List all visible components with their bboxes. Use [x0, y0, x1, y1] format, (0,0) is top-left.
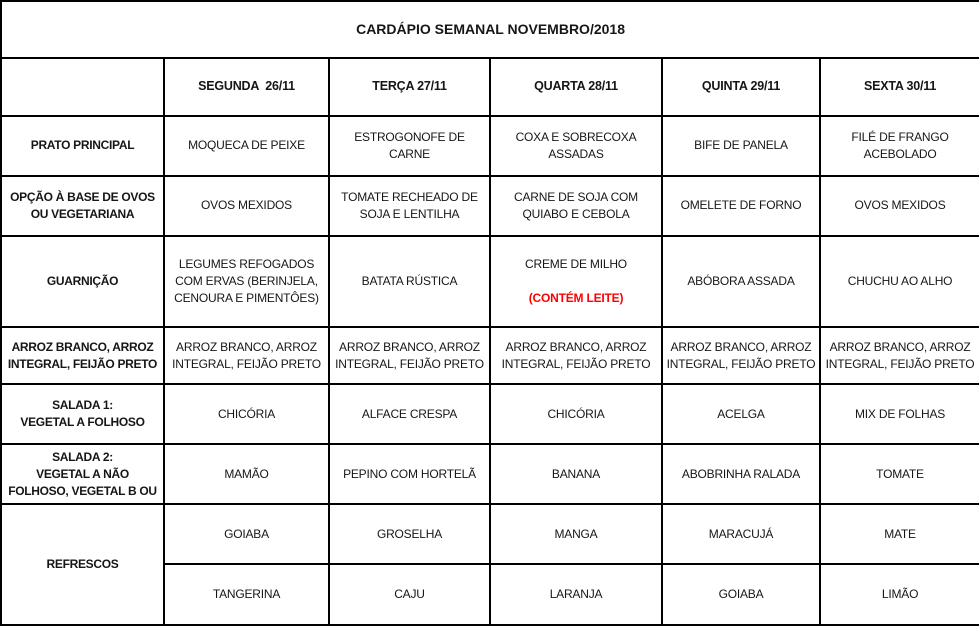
row-label-prato-principal: PRATO PRINCIPAL [0, 115, 165, 177]
cell-salada2-quarta: BANANA [489, 443, 663, 506]
row-label-salada-2: SALADA 2: VEGETAL A NÃO FOLHOSO, VEGETAL… [0, 443, 165, 506]
cell-salada1-segunda: CHICÓRIA [163, 383, 330, 446]
row-arroz-feijao: ARROZ BRANCO, ARROZ INTEGRAL, FEIJÃO PRE… [0, 326, 979, 386]
cell-refresco1-segunda: GOIABA [163, 503, 330, 566]
cell-opcao-segunda: OVOS MEXIDOS [163, 175, 330, 237]
cell-salada1-terca: ALFACE CRESPA [328, 383, 491, 446]
cell-opcao-sexta: OVOS MEXIDOS [818, 175, 979, 237]
cell-prato-segunda: MOQUECA DE PEIXE [163, 115, 330, 177]
cell-refresco2-quarta: LARANJA [489, 563, 663, 626]
row-label-refrescos: REFRESCOS [0, 503, 165, 626]
cell-prato-quinta: BIFE DE PANELA [661, 115, 821, 177]
cell-guarnicao-segunda: LEGUMES REFOGADOS COM ERVAS (BERINJELA, … [163, 234, 330, 329]
cell-guarnicao-terca: BATATA RÚSTICA [328, 234, 491, 329]
cell-opcao-terca: TOMATE RECHEADO DE SOJA E LENTILHA [328, 175, 491, 237]
row-label-guarnicao: GUARNIÇÃO [0, 234, 165, 329]
row-guarnicao: GUARNIÇÃO LEGUMES REFOGADOS COM ERVAS (B… [0, 234, 979, 329]
cell-arroz-segunda: ARROZ BRANCO, ARROZ INTEGRAL, FEIJÃO PRE… [163, 326, 330, 386]
cell-arroz-quinta: ARROZ BRANCO, ARROZ INTEGRAL, FEIJÃO PRE… [661, 326, 821, 386]
row-label-opcao: OPÇÃO À BASE DE OVOS OU VEGETARIANA [0, 175, 165, 237]
row-salada-1: SALADA 1: VEGETAL A FOLHOSO CHICÓRIA ALF… [0, 383, 979, 446]
guarnicao-quarta-text: CREME DE MILHO [525, 257, 627, 272]
cell-salada2-terca: PEPINO COM HORTELÃ [328, 443, 491, 506]
header-segunda: SEGUNDA 26/11 [163, 57, 330, 117]
header-quarta: QUARTA 28/11 [489, 57, 663, 117]
header-sexta: SEXTA 30/11 [818, 57, 979, 117]
title-row: CARDÁPIO SEMANAL NOVEMBRO/2018 [0, 0, 979, 59]
empty-corner-cell [0, 57, 165, 117]
row-refrescos-1: REFRESCOS GOIABA GROSELHA MANGA MARACUJÁ… [0, 503, 979, 626]
cell-refresco1-quinta: MARACUJÁ [661, 503, 821, 566]
header-row: SEGUNDA 26/11 TERÇA 27/11 QUARTA 28/11 Q… [0, 57, 979, 117]
cell-refresco2-terca: CAJU [328, 563, 491, 626]
page-title: CARDÁPIO SEMANAL NOVEMBRO/2018 [0, 0, 979, 59]
cell-refresco1-terca: GROSELHA [328, 503, 491, 566]
cell-guarnicao-quarta: CREME DE MILHO (CONTÉM LEITE) [489, 234, 663, 329]
cell-refresco2-sexta: LIMÃO [818, 563, 979, 626]
row-label-arroz-feijao: ARROZ BRANCO, ARROZ INTEGRAL, FEIJÃO PRE… [0, 326, 165, 386]
cell-prato-sexta: FILÉ DE FRANGO ACEBOLADO [818, 115, 979, 177]
row-prato-principal: PRATO PRINCIPAL MOQUECA DE PEIXE ESTROGO… [0, 115, 979, 177]
row-opcao-ovos-vegetariana: OPÇÃO À BASE DE OVOS OU VEGETARIANA OVOS… [0, 175, 979, 237]
cell-prato-quarta: COXA E SOBRECOXA ASSADAS [489, 115, 663, 177]
cell-opcao-quinta: OMELETE DE FORNO [661, 175, 821, 237]
cell-arroz-sexta: ARROZ BRANCO, ARROZ INTEGRAL, FEIJÃO PRE… [818, 326, 979, 386]
row-salada-2: SALADA 2: VEGETAL A NÃO FOLHOSO, VEGETAL… [0, 443, 979, 506]
cell-prato-terca: ESTROGONOFE DE CARNE [328, 115, 491, 177]
cell-salada2-sexta: TOMATE [818, 443, 979, 506]
header-terca: TERÇA 27/11 [328, 57, 491, 117]
header-quinta: QUINTA 29/11 [661, 57, 821, 117]
cell-refresco2-segunda: TANGERINA [163, 563, 330, 626]
contains-milk-warning: (CONTÉM LEITE) [528, 291, 624, 306]
cell-salada1-sexta: MIX DE FOLHAS [818, 383, 979, 446]
cell-arroz-terca: ARROZ BRANCO, ARROZ INTEGRAL, FEIJÃO PRE… [328, 326, 491, 386]
cell-arroz-quarta: ARROZ BRANCO, ARROZ INTEGRAL, FEIJÃO PRE… [489, 326, 663, 386]
cell-salada2-quinta: ABOBRINHA RALADA [661, 443, 821, 506]
cell-refresco1-quarta: MANGA [489, 503, 663, 566]
cell-guarnicao-sexta: CHUCHU AO ALHO [818, 234, 979, 329]
cell-salada1-quinta: ACELGA [661, 383, 821, 446]
cell-guarnicao-quinta: ABÓBORA ASSADA [661, 234, 821, 329]
cell-salada1-quarta: CHICÓRIA [489, 383, 663, 446]
cell-salada2-segunda: MAMÃO [163, 443, 330, 506]
cell-refresco2-quinta: GOIABA [661, 563, 821, 626]
row-label-salada-1: SALADA 1: VEGETAL A FOLHOSO [0, 383, 165, 446]
cell-refresco1-sexta: MATE [818, 503, 979, 566]
cell-opcao-quarta: CARNE DE SOJA COM QUIABO E CEBOLA [489, 175, 663, 237]
